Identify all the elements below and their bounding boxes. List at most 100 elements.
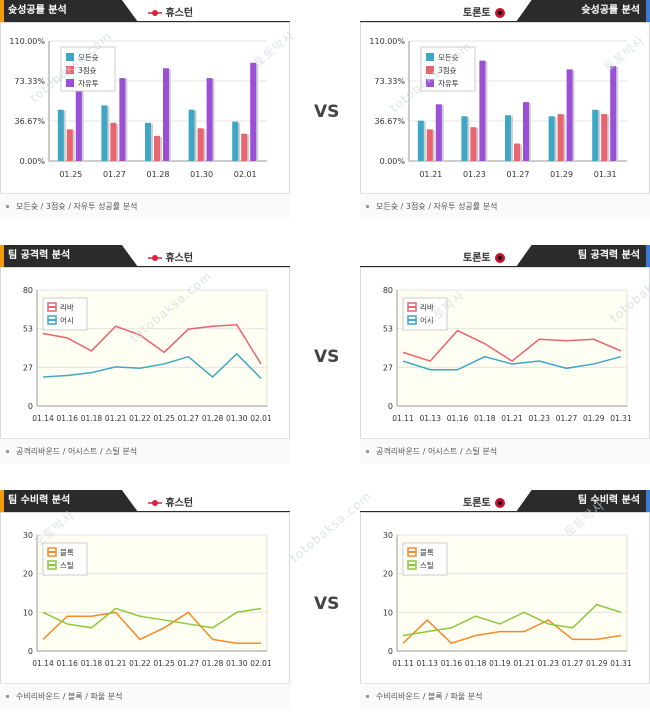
bar-자유투 bbox=[163, 68, 169, 161]
vs-label: VS bbox=[314, 102, 340, 122]
panel-footer: 공격리바운드 / 어시스트 / 스틸 분석 bbox=[360, 438, 650, 464]
y-tick-label: 0 bbox=[388, 402, 393, 411]
x-tick-label: 01.31 bbox=[594, 170, 617, 179]
panel-defense-left: 팀 수비력 분석 휴스턴 0 10 20 30 01.14 01.16 01.18 01.21 0… bbox=[0, 490, 290, 709]
panel-defense-right: 팀 수비력 분석 토론토 0 10 20 30 01.11 01.13 01.16 01.18 0… bbox=[360, 490, 650, 709]
legend-swatch bbox=[66, 53, 74, 61]
x-tick-label: 01.31 bbox=[610, 414, 632, 423]
y-tick-label: 80 bbox=[23, 286, 33, 295]
y-tick-label: 110.00% bbox=[369, 37, 405, 46]
legend-swatch bbox=[426, 79, 434, 87]
team-name: 휴스턴 bbox=[148, 494, 193, 509]
legend-label: 어시 bbox=[420, 315, 434, 325]
panel-shoot-right: 슛성공률 분석 토론토 0.00% 36.67% 73.33% 110.00% 01.21… bbox=[360, 0, 650, 219]
panel-attack-right: 팀 공격력 분석 토론토 0 27 53 80 01.11 01.13 01.16 01.18 0… bbox=[360, 245, 650, 464]
x-tick-label: 01.30 bbox=[226, 414, 248, 423]
header-rule bbox=[360, 266, 520, 267]
y-tick-label: 0 bbox=[388, 647, 393, 656]
x-tick-label: 01.23 bbox=[538, 659, 560, 668]
header-rule bbox=[130, 266, 290, 267]
legend-label: 3점슛 bbox=[78, 65, 97, 75]
title-accent bbox=[0, 0, 4, 22]
x-tick-label: 01.21 bbox=[105, 659, 127, 668]
toronto-logo-icon bbox=[495, 498, 506, 508]
footer-text: 수비리바운드 / 블록 / 파울 분석 bbox=[16, 692, 123, 701]
y-tick-label: 10 bbox=[383, 608, 393, 617]
x-tick-label: 01.18 bbox=[465, 659, 487, 668]
panel-title: 팀 수비력 분석 bbox=[516, 490, 646, 512]
y-tick-label: 80 bbox=[383, 286, 393, 295]
legend-label: 스틸 bbox=[420, 561, 434, 570]
panel-title: 팀 수비력 분석 bbox=[4, 490, 138, 512]
legend-label: 자유투 bbox=[438, 79, 459, 88]
bar-모든슛 bbox=[145, 122, 151, 161]
x-tick-label: 01.29 bbox=[583, 414, 605, 423]
x-tick-label: 01.22 bbox=[129, 414, 151, 423]
team-label: 토론토 bbox=[463, 8, 495, 19]
y-tick-label: 0.00% bbox=[20, 157, 46, 166]
y-tick-label: 53 bbox=[23, 325, 33, 334]
vs-label: VS bbox=[314, 594, 340, 614]
bar-모든슛 bbox=[232, 121, 239, 161]
y-tick-label: 20 bbox=[383, 570, 393, 579]
x-tick-label: 01.29 bbox=[550, 170, 573, 179]
legend-label: 블록 bbox=[420, 548, 434, 557]
panel-attack-left: 팀 공격력 분석 휴스턴 0 27 53 80 01.14 01.16 01.18 01.21 0… bbox=[0, 245, 290, 464]
bar-3점슛 bbox=[426, 129, 433, 161]
bar-3점슛 bbox=[514, 143, 520, 161]
y-tick-label: 27 bbox=[383, 363, 393, 372]
x-tick-label: 01.30 bbox=[190, 170, 213, 179]
bar-모든슛 bbox=[417, 120, 424, 161]
bar-자유투 bbox=[610, 66, 617, 161]
x-tick-label: 02.01 bbox=[234, 170, 257, 179]
footer-text: 모든슛 / 3점슛 / 자유투 성공률 분석 bbox=[16, 202, 138, 211]
x-tick-label: 02.01 bbox=[250, 659, 272, 668]
x-tick-label: 01.11 bbox=[392, 659, 414, 668]
series-line-스틸 bbox=[402, 603, 622, 637]
x-tick-label: 01.27 bbox=[507, 170, 530, 179]
x-tick-label: 01.27 bbox=[178, 659, 200, 668]
panel-title: 슛성공률 분석 bbox=[516, 0, 646, 22]
bar-모든슛 bbox=[548, 116, 555, 161]
series-line-리바 bbox=[42, 324, 262, 365]
panel-title: 슛성공률 분석 bbox=[4, 0, 138, 22]
y-tick-label: 20 bbox=[23, 570, 33, 579]
team-label: 토론토 bbox=[463, 498, 495, 509]
chart-box: 0 27 53 80 01.11 01.13 01.16 01.18 01.21 01.23 01.… bbox=[360, 267, 650, 452]
x-tick-label: 01.18 bbox=[81, 659, 103, 668]
panel-header: 팀 공격력 분석 토론토 bbox=[360, 245, 650, 267]
x-tick-label: 01.13 bbox=[416, 659, 438, 668]
bar-3점슛 bbox=[241, 133, 248, 161]
y-tick-label: 0 bbox=[28, 647, 33, 656]
x-tick-label: 01.16 bbox=[56, 414, 78, 423]
bar-3점슛 bbox=[197, 128, 204, 161]
x-tick-label: 01.30 bbox=[226, 659, 248, 668]
x-tick-label: 01.25 bbox=[153, 414, 175, 423]
panel-footer: 공격리바운드 / 어시스트 / 스틸 분석 bbox=[0, 438, 290, 464]
x-tick-label: 01.23 bbox=[463, 170, 486, 179]
x-tick-label: 01.21 bbox=[419, 170, 442, 179]
bar-자유투 bbox=[119, 78, 126, 161]
legend-swatch bbox=[66, 79, 74, 87]
x-tick-label: 02.01 bbox=[250, 414, 272, 423]
y-tick-label: 53 bbox=[383, 325, 393, 334]
houston-logo-icon bbox=[148, 255, 162, 261]
x-tick-label: 01.16 bbox=[56, 659, 78, 668]
bar-3점슛 bbox=[601, 114, 608, 161]
footer-text: 공격리바운드 / 어시스트 / 스틸 분석 bbox=[16, 447, 138, 456]
panel-header: 슛성공률 분석 토론토 bbox=[360, 0, 650, 22]
y-tick-label: 30 bbox=[23, 531, 33, 540]
x-tick-label: 01.21 bbox=[501, 414, 523, 423]
bar-자유투 bbox=[75, 81, 82, 161]
team-name: 토론토 bbox=[463, 494, 506, 509]
header-rule bbox=[130, 21, 290, 22]
legend-swatch bbox=[426, 53, 434, 61]
chart-box: 0.00% 36.67% 73.33% 110.00% 01.21 01.23 01.27 0… bbox=[360, 22, 650, 207]
bar-3점슛 bbox=[154, 135, 160, 161]
bar-모든슛 bbox=[188, 109, 195, 161]
